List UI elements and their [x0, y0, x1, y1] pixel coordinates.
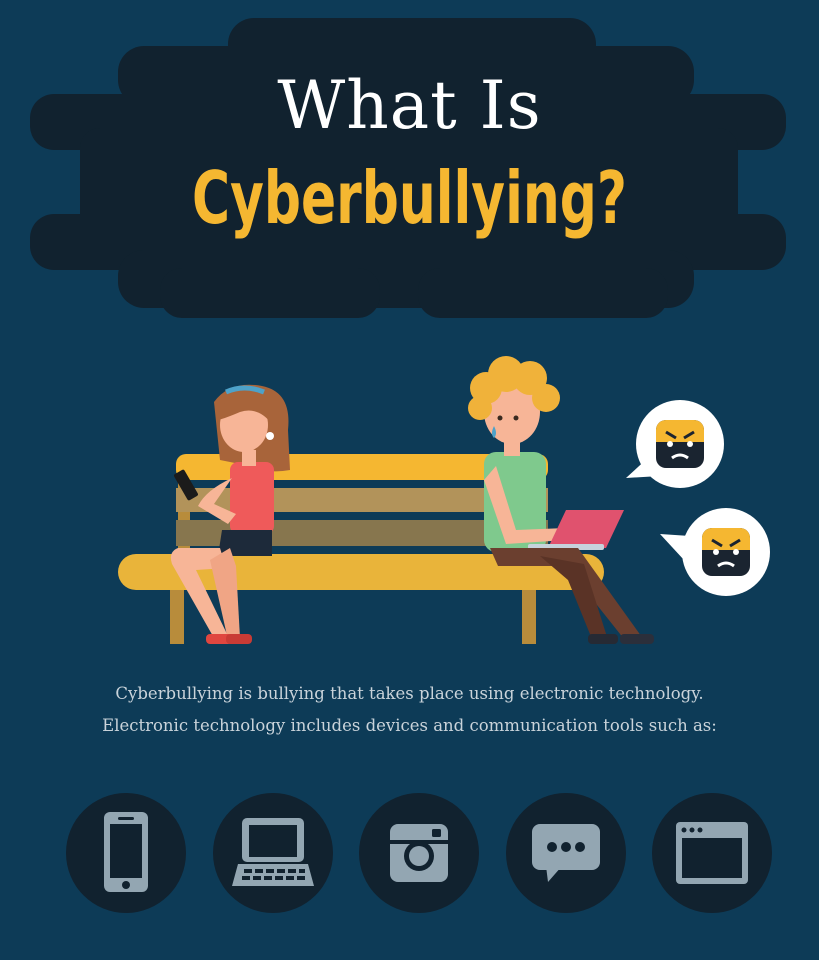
angry-face-icon — [702, 528, 750, 576]
description-line-2: Electronic technology includes devices a… — [102, 716, 717, 735]
description: Cyberbullying is bullying that takes pla… — [0, 678, 819, 742]
chat-bubble-icon — [532, 824, 600, 882]
speech-bubble-2 — [660, 508, 770, 596]
boy-with-laptop — [468, 356, 654, 644]
smartphone-icon — [104, 812, 148, 892]
browser-window-icon — [676, 822, 748, 884]
angry-face-icon — [656, 420, 704, 468]
title-line-what-is: What Is — [277, 67, 542, 144]
girl-with-phone — [170, 384, 290, 644]
speech-bubble-1 — [626, 400, 724, 488]
title-panel — [30, 18, 786, 318]
description-line-1: Cyberbullying is bullying that takes pla… — [115, 684, 704, 703]
laptop-icon — [232, 818, 314, 886]
instagram-icon — [390, 824, 448, 882]
title-line-cyberbullying: Cyberbullying? — [192, 156, 627, 240]
bench-illustration — [118, 356, 770, 644]
